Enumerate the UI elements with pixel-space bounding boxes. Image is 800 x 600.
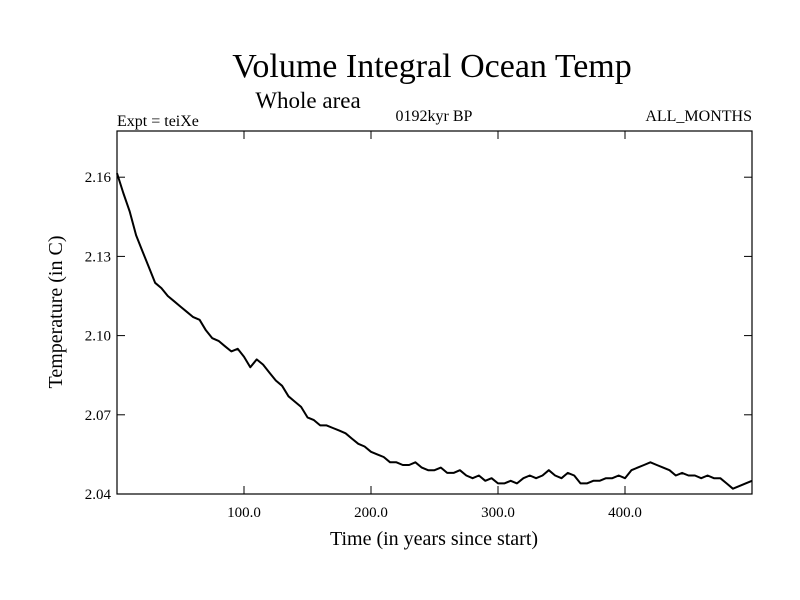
months-label: ALL_MONTHS <box>645 108 752 125</box>
y-axis-label: Temperature (in C) <box>45 236 67 389</box>
y-tick-label: 2.13 <box>85 249 111 265</box>
x-axis: 100.0 200.0 300.0 400.0 <box>227 131 642 521</box>
plot-frame <box>116 130 753 495</box>
x-tick-label: 300.0 <box>481 505 515 521</box>
x-tick-label: 400.0 <box>608 505 642 521</box>
x-axis-label: Time (in years since start) <box>330 528 538 550</box>
y-tick-label: 2.10 <box>85 329 111 345</box>
y-tick-label: 2.16 <box>85 170 112 186</box>
y-axis: 2.04 2.07 2.10 2.13 2.16 <box>85 170 752 503</box>
temperature-series-line <box>116 172 753 490</box>
experiment-label: Expt = teiXe <box>117 113 199 130</box>
chart-title: Volume Integral Ocean Temp <box>232 48 632 85</box>
y-tick-label: 2.04 <box>85 487 112 503</box>
period-label: 0192kyr BP <box>396 108 473 125</box>
x-tick-label: 100.0 <box>227 505 261 521</box>
x-tick-label: 200.0 <box>354 505 388 521</box>
y-tick-label: 2.07 <box>85 408 112 424</box>
chart-subtitle: Whole area <box>255 88 360 113</box>
